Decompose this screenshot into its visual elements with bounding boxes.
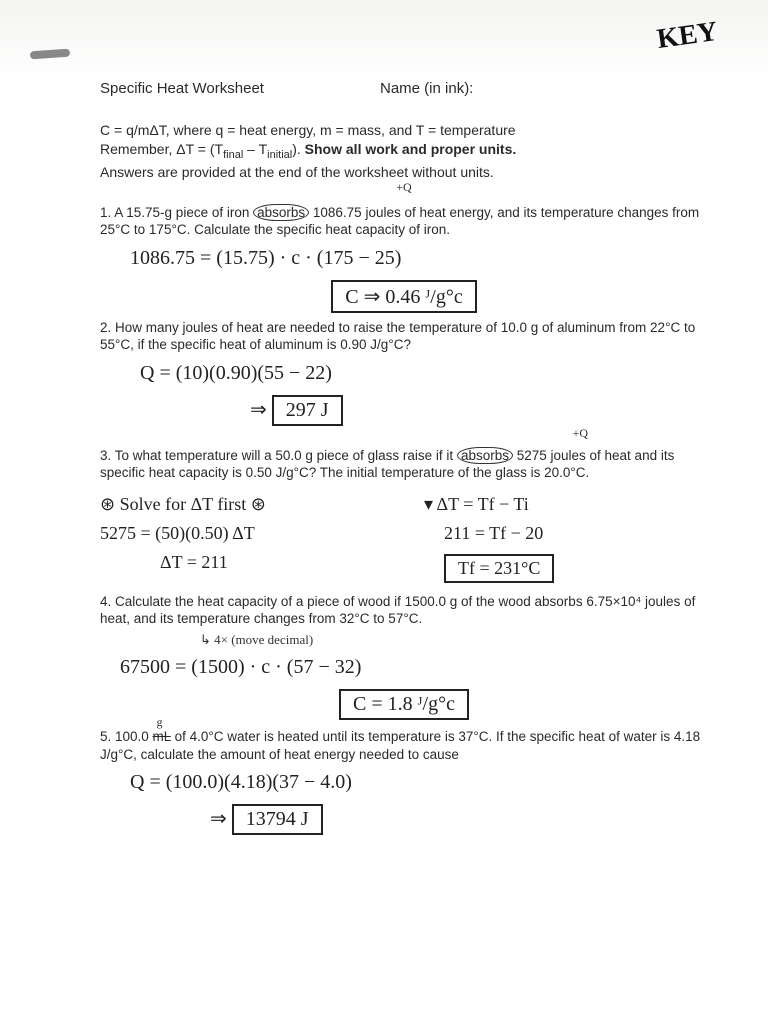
q3-left1: ⊛ Solve for ΔT first ⊛ <box>100 494 384 515</box>
q1-answer: C ⇒ 0.46 ᴶ/g°c <box>331 280 476 313</box>
worksheet-title: Specific Heat Worksheet <box>100 80 380 97</box>
intro-block: C = q/mΔT, where q = heat energy, m = ma… <box>100 121 708 196</box>
q5-correction: g <box>157 715 163 731</box>
q1-text: 1. A 15.75-g piece of iron absorbs 1086.… <box>100 204 708 239</box>
q1-answer-row: C ⇒ 0.46 ᴶ/g°c <box>100 278 708 313</box>
plus-q-annot-3: +Q <box>100 426 588 441</box>
q3-right2: 211 = Tf − 20 <box>444 523 708 544</box>
q3-right: ▾ ΔT = Tf − Ti 211 = Tf − 20 Tf = 231°C <box>424 486 708 583</box>
intro-line2: Remember, ΔT = (Tfinal – Tinitial). Show… <box>100 140 708 163</box>
q5-answer: 13794 J <box>232 804 323 835</box>
title-row: Specific Heat Worksheet Name (in ink): <box>100 80 708 97</box>
q3-answer-row: Tf = 231°C <box>444 552 708 583</box>
q3-left: ⊛ Solve for ΔT first ⊛ 5275 = (50)(0.50)… <box>100 486 384 583</box>
q2-answer: 297 J <box>272 395 343 426</box>
q5-strike: mL <box>153 729 171 744</box>
q4-work: 67500 = (1500) · c · (57 − 32) <box>120 656 708 679</box>
intro-line1: C = q/mΔT, where q = heat energy, m = ma… <box>100 121 708 140</box>
q3-work-cols: ⊛ Solve for ΔT first ⊛ 5275 = (50)(0.50)… <box>100 486 708 583</box>
q3-text: 3. To what temperature will a 50.0 g pie… <box>100 447 708 482</box>
q3-left2: 5275 = (50)(0.50) ΔT <box>100 523 384 544</box>
q3-answer: Tf = 231°C <box>444 554 554 583</box>
q4-text: 4. Calculate the heat capacity of a piec… <box>100 593 708 628</box>
name-label: Name (in ink): <box>380 80 473 97</box>
q3-right1: ▾ ΔT = Tf − Ti <box>424 494 708 515</box>
q3-left3: ΔT = 211 <box>160 552 384 573</box>
q4-answer-row: C = 1.8 ᴶ/g°c <box>100 687 708 720</box>
q2-answer-row: ⇒ 297 J <box>250 393 708 426</box>
q5-answer-row: ⇒ 13794 J <box>210 802 708 835</box>
q1-work: 1086.75 = (15.75) · c · (175 − 25) <box>130 247 708 270</box>
scan-artifact <box>30 49 70 60</box>
q2-work: Q = (10)(0.90)(55 − 22) <box>140 362 708 385</box>
q4-annot: ↳ 4× (move decimal) <box>200 632 708 648</box>
q5-text: 5. 100.0 gmL of 4.0°C water is heated un… <box>100 728 708 763</box>
q4-answer: C = 1.8 ᴶ/g°c <box>339 689 469 720</box>
circled-absorbs-3: absorbs <box>457 447 513 464</box>
worksheet-page: KEY Specific Heat Worksheet Name (in ink… <box>0 0 768 1024</box>
q2-text: 2. How many joules of heat are needed to… <box>100 319 708 354</box>
q5-work: Q = (100.0)(4.18)(37 − 4.0) <box>130 771 708 794</box>
circled-absorbs: absorbs <box>253 204 309 221</box>
key-stamp: KEY <box>655 16 720 56</box>
plus-q-annot: +Q <box>100 179 708 195</box>
